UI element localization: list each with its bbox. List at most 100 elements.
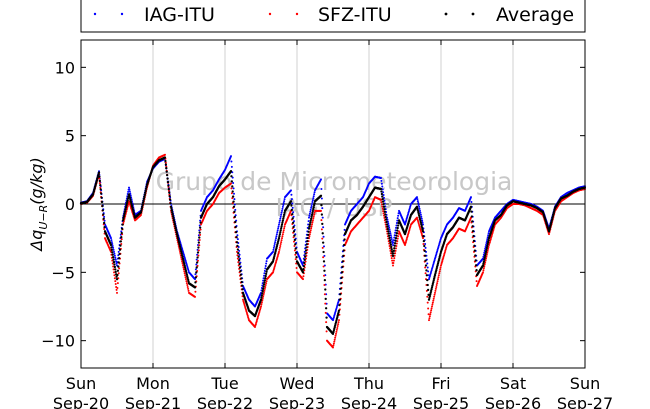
- point: [292, 211, 295, 214]
- point: [303, 261, 306, 265]
- point: [236, 234, 239, 237]
- point: [338, 298, 342, 301]
- point: [470, 196, 472, 199]
- point: [182, 259, 185, 262]
- point: [98, 177, 101, 180]
- point: [112, 265, 115, 268]
- point: [475, 280, 478, 283]
- point: [301, 271, 305, 274]
- point: [98, 179, 102, 183]
- point: [387, 232, 390, 235]
- point: [122, 217, 125, 220]
- point: [236, 244, 239, 248]
- point: [303, 255, 307, 258]
- point: [183, 262, 186, 266]
- point: [144, 189, 147, 192]
- point: [231, 176, 234, 179]
- point: [324, 307, 328, 310]
- point: [97, 171, 101, 174]
- point: [195, 263, 198, 266]
- point: [261, 292, 264, 295]
- point: [279, 243, 282, 246]
- point: [471, 220, 474, 223]
- point: [126, 196, 130, 200]
- point: [487, 232, 490, 235]
- point: [167, 188, 171, 191]
- point: [264, 264, 267, 267]
- point: [278, 233, 282, 236]
- point: [312, 215, 315, 218]
- point: [391, 254, 395, 258]
- point: [279, 217, 282, 220]
- point: [321, 216, 324, 219]
- point: [109, 243, 113, 247]
- point: [279, 229, 282, 232]
- point: [312, 217, 315, 220]
- point: [261, 282, 264, 285]
- point: [113, 271, 115, 274]
- point: [114, 270, 117, 273]
- point: [422, 235, 425, 238]
- point: [417, 210, 420, 214]
- x-tick-label-date-6: Sep-26: [485, 394, 541, 409]
- point: [185, 271, 188, 274]
- point: [280, 239, 283, 242]
- point: [230, 180, 234, 183]
- point: [295, 266, 298, 269]
- point: [231, 185, 234, 188]
- y-axis-label: ΔqU−R(g/kg): [27, 157, 50, 252]
- point: [390, 236, 393, 239]
- point: [394, 229, 397, 232]
- point: [236, 238, 239, 241]
- x-tick-label-date-4: Sep-24: [341, 394, 397, 409]
- point: [337, 323, 340, 326]
- point: [177, 239, 180, 243]
- point: [166, 177, 169, 180]
- point: [323, 254, 326, 257]
- point: [338, 303, 341, 307]
- point: [174, 225, 177, 228]
- point: [265, 260, 268, 263]
- point: [391, 259, 394, 262]
- point: [392, 264, 394, 267]
- point: [312, 207, 315, 211]
- point: [232, 182, 235, 185]
- point: [167, 189, 170, 192]
- point: [389, 230, 391, 233]
- point: [172, 219, 176, 222]
- point: [278, 223, 280, 226]
- point: [469, 205, 473, 208]
- point: [233, 192, 235, 195]
- point: [198, 239, 201, 242]
- point: [324, 302, 327, 305]
- point: [422, 223, 424, 226]
- point: [114, 283, 117, 286]
- point: [182, 261, 186, 264]
- point: [169, 202, 172, 205]
- point: [333, 340, 336, 343]
- point: [234, 220, 237, 224]
- point: [126, 198, 129, 202]
- point: [283, 225, 286, 228]
- point: [283, 227, 286, 230]
- point: [426, 278, 429, 282]
- point: [110, 239, 113, 242]
- point: [239, 273, 243, 276]
- point: [390, 257, 393, 260]
- point: [263, 269, 266, 272]
- point: [122, 215, 126, 218]
- point: [292, 230, 296, 233]
- point: [265, 282, 268, 285]
- point: [240, 277, 243, 280]
- point: [382, 191, 385, 194]
- point: [311, 199, 314, 202]
- point: [396, 229, 399, 232]
- point: [111, 262, 114, 265]
- point: [319, 194, 323, 197]
- point: [387, 234, 391, 237]
- point: [275, 235, 278, 238]
- point: [294, 253, 297, 256]
- point: [234, 230, 238, 234]
- point: [393, 236, 396, 239]
- point: [336, 325, 339, 328]
